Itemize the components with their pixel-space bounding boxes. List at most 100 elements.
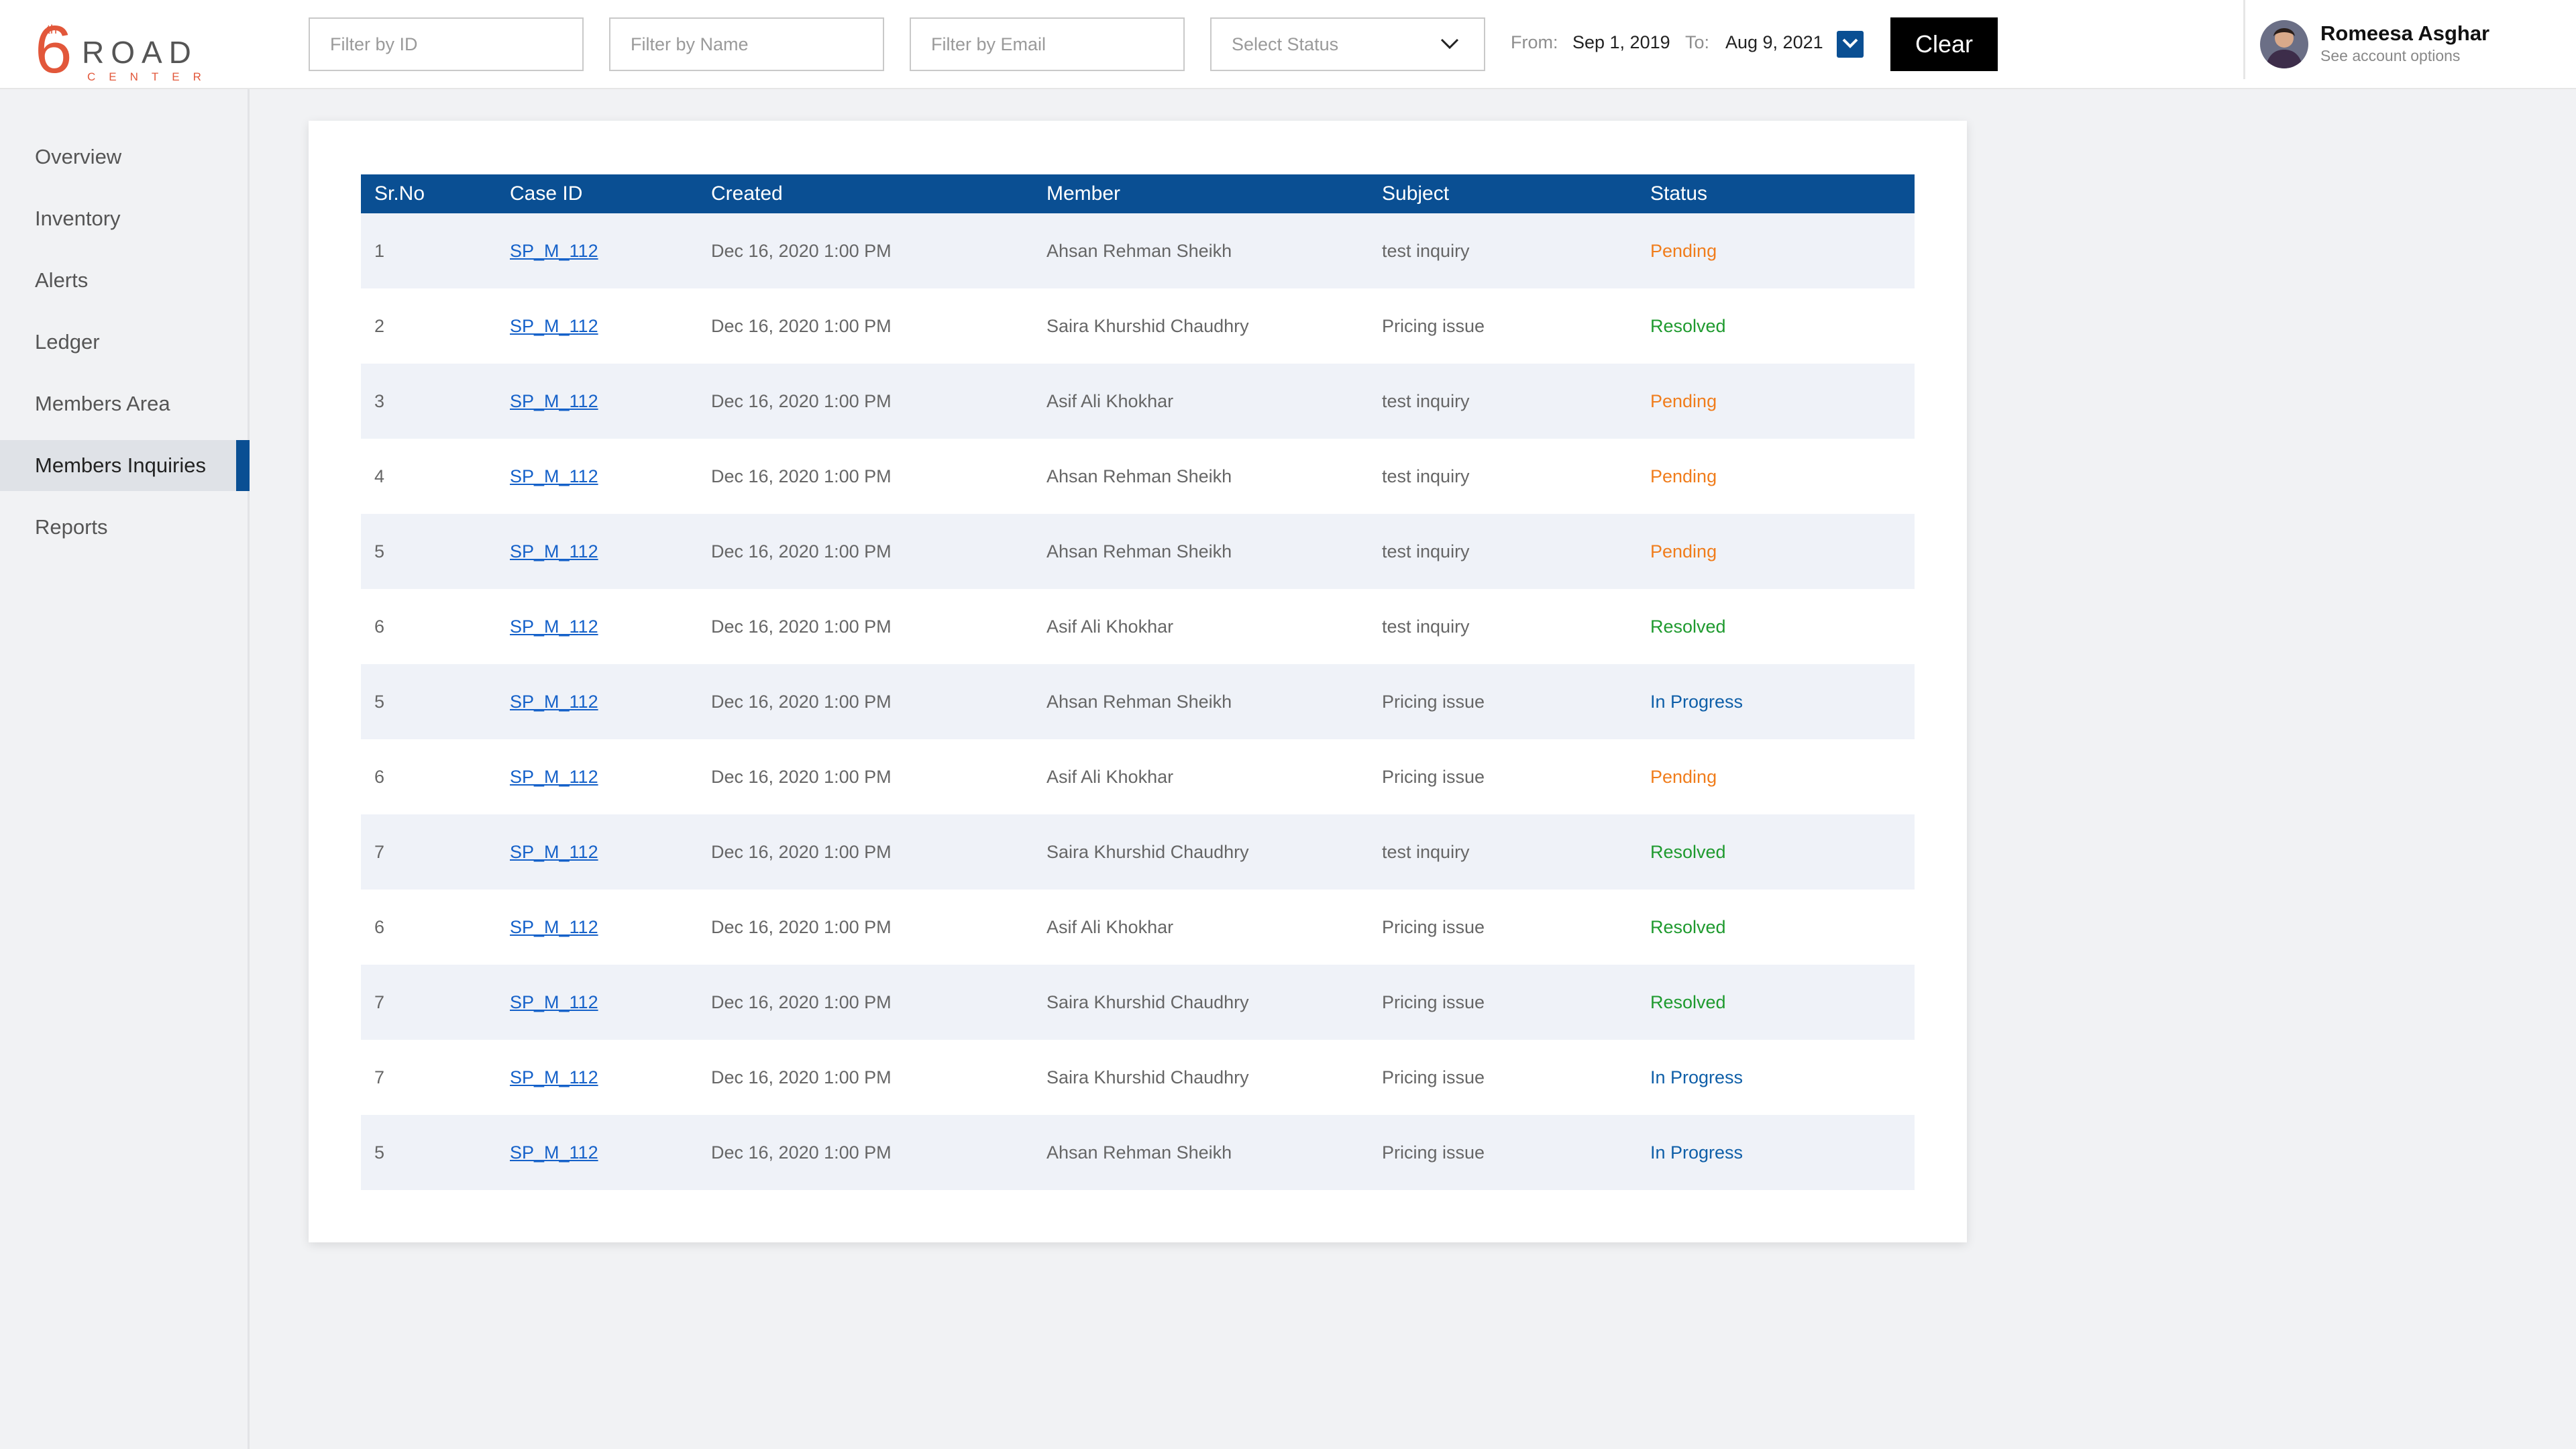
cell-status: Resolved bbox=[1650, 315, 1726, 336]
cell-case-id: SP_M_112 bbox=[496, 890, 698, 965]
table-row[interactable]: 5 SP_M_112 Dec 16, 2020 1:00 PM Ahsan Rehma… bbox=[361, 1115, 1915, 1190]
table-row[interactable]: 6 SP_M_112 Dec 16, 2020 1:00 PM Asif Ali Kh… bbox=[361, 890, 1915, 965]
cell-created: Dec 16, 2020 1:00 PM bbox=[711, 841, 892, 862]
column-header-subject: Subject bbox=[1382, 182, 1450, 205]
cell-status: Pending bbox=[1650, 466, 1717, 486]
cell-status: Resolved bbox=[1650, 616, 1726, 637]
case-id-link[interactable]: SP_M_112 bbox=[510, 916, 598, 937]
table-row[interactable]: 7 SP_M_112 Dec 16, 2020 1:00 PM Saira Khurs… bbox=[361, 965, 1915, 1040]
cell-subject: Pricing issue bbox=[1382, 315, 1485, 336]
from-date[interactable]: Sep 1, 2019 bbox=[1572, 32, 1670, 52]
chevron-down-icon bbox=[1841, 37, 1859, 52]
case-id-link[interactable]: SP_M_112 bbox=[510, 841, 598, 862]
cell-sr-no: 3 bbox=[374, 390, 385, 411]
filter-email-input[interactable] bbox=[910, 17, 1185, 71]
cell-subject: Pricing issue bbox=[1382, 991, 1485, 1012]
case-id-link[interactable]: SP_M_112 bbox=[510, 691, 598, 712]
cell-member: Asif Ali Khokhar bbox=[1046, 616, 1174, 637]
clear-button[interactable]: Clear bbox=[1890, 17, 1998, 71]
cell-subject: Pricing issue bbox=[1382, 1142, 1485, 1163]
case-id-link[interactable]: SP_M_112 bbox=[510, 240, 598, 261]
cell-case-id: SP_M_112 bbox=[496, 514, 698, 589]
cell-member: Ahsan Rehman Sheikh bbox=[1046, 541, 1232, 561]
account-options-link[interactable]: See account options bbox=[2320, 47, 2461, 64]
case-id-link[interactable]: SP_M_112 bbox=[510, 390, 598, 411]
cell-created: Dec 16, 2020 1:00 PM bbox=[711, 1142, 892, 1163]
cell-member: Asif Ali Khokhar bbox=[1046, 766, 1174, 787]
logo[interactable]: 6 th ROAD CENTER bbox=[0, 0, 250, 89]
cell-created: Dec 16, 2020 1:00 PM bbox=[711, 240, 892, 261]
cell-status: Pending bbox=[1650, 390, 1717, 411]
cell-case-id: SP_M_112 bbox=[496, 664, 698, 739]
sidebar-item-inventory[interactable]: Inventory bbox=[0, 193, 250, 244]
cell-member: Asif Ali Khokhar bbox=[1046, 916, 1174, 937]
cell-sr-no: 5 bbox=[374, 1142, 385, 1163]
sidebar-item-alerts[interactable]: Alerts bbox=[0, 255, 250, 306]
status-select-placeholder: Select Status bbox=[1232, 34, 1339, 54]
case-id-link[interactable]: SP_M_112 bbox=[510, 315, 598, 336]
cell-sr-no: 6 bbox=[374, 616, 385, 637]
cell-created: Dec 16, 2020 1:00 PM bbox=[711, 390, 892, 411]
cell-case-id: SP_M_112 bbox=[496, 288, 698, 364]
sidebar-item-label: Inventory bbox=[35, 207, 121, 230]
table-row[interactable]: 1 SP_M_112 Dec 16, 2020 1:00 PM Ahsan Rehma… bbox=[361, 213, 1915, 288]
table-row[interactable]: 3 SP_M_112 Dec 16, 2020 1:00 PM Asif Ali Kh… bbox=[361, 364, 1915, 439]
column-header-status: Status bbox=[1650, 182, 1708, 205]
cell-sr-no: 7 bbox=[374, 841, 385, 862]
logo-word: ROAD bbox=[82, 35, 198, 70]
case-id-link[interactable]: SP_M_112 bbox=[510, 541, 598, 561]
cell-member: Asif Ali Khokhar bbox=[1046, 390, 1174, 411]
cell-created: Dec 16, 2020 1:00 PM bbox=[711, 991, 892, 1012]
case-id-link[interactable]: SP_M_112 bbox=[510, 1067, 598, 1087]
inquiries-card: Sr.No Case ID Created Member Subject Sta… bbox=[309, 121, 1967, 1242]
chevron-down-icon bbox=[1440, 34, 1460, 55]
case-id-link[interactable]: SP_M_112 bbox=[510, 1142, 598, 1163]
table-row[interactable]: 6 SP_M_112 Dec 16, 2020 1:00 PM Asif Ali Kh… bbox=[361, 589, 1915, 664]
table-row[interactable]: 6 SP_M_112 Dec 16, 2020 1:00 PM Asif Ali Kh… bbox=[361, 739, 1915, 814]
cell-case-id: SP_M_112 bbox=[496, 364, 698, 439]
cell-sr-no: 6 bbox=[374, 916, 385, 937]
cell-member: Saira Khurshid Chaudhry bbox=[1046, 991, 1249, 1012]
sidebar-item-members-area[interactable]: Members Area bbox=[0, 378, 250, 429]
filter-name-input[interactable] bbox=[609, 17, 884, 71]
sidebar-item-label: Members Area bbox=[35, 392, 170, 415]
sidebar-item-label: Alerts bbox=[35, 268, 89, 292]
sidebar-item-reports[interactable]: Reports bbox=[0, 502, 250, 553]
table-row[interactable]: 5 SP_M_112 Dec 16, 2020 1:00 PM Ahsan Rehma… bbox=[361, 664, 1915, 739]
table-row[interactable]: 4 SP_M_112 Dec 16, 2020 1:00 PM Ahsan Rehma… bbox=[361, 439, 1915, 514]
sidebar-item-label: Reports bbox=[35, 515, 108, 539]
case-id-link[interactable]: SP_M_112 bbox=[510, 616, 598, 637]
cell-created: Dec 16, 2020 1:00 PM bbox=[711, 315, 892, 336]
to-label: To: bbox=[1685, 32, 1710, 52]
status-select[interactable]: Select Status bbox=[1210, 17, 1485, 71]
cell-case-id: SP_M_112 bbox=[496, 589, 698, 664]
case-id-link[interactable]: SP_M_112 bbox=[510, 991, 598, 1012]
filter-id-input[interactable] bbox=[309, 17, 584, 71]
date-range-dropdown-button[interactable] bbox=[1837, 31, 1864, 58]
sidebar-item-members-inquiries[interactable]: Members Inquiries bbox=[0, 440, 250, 491]
sidebar-item-ledger[interactable]: Ledger bbox=[0, 317, 250, 368]
cell-member: Ahsan Rehman Sheikh bbox=[1046, 240, 1232, 261]
cell-case-id: SP_M_112 bbox=[496, 1115, 698, 1190]
cell-subject: Pricing issue bbox=[1382, 691, 1485, 712]
cell-status: In Progress bbox=[1650, 1067, 1743, 1087]
case-id-link[interactable]: SP_M_112 bbox=[510, 466, 598, 486]
table-row[interactable]: 7 SP_M_112 Dec 16, 2020 1:00 PM Saira Khurs… bbox=[361, 814, 1915, 890]
sidebar-item-label: Ledger bbox=[35, 330, 100, 354]
table-row[interactable]: 5 SP_M_112 Dec 16, 2020 1:00 PM Ahsan Rehma… bbox=[361, 514, 1915, 589]
sidebar-item-overview[interactable]: Overview bbox=[0, 131, 250, 182]
cell-case-id: SP_M_112 bbox=[496, 965, 698, 1040]
sidebar-item-label: Members Inquiries bbox=[35, 453, 206, 477]
cell-status: Resolved bbox=[1650, 841, 1726, 862]
cell-case-id: SP_M_112 bbox=[496, 439, 698, 514]
account-menu[interactable]: Romeesa Asghar See account options bbox=[2243, 0, 2576, 79]
table-row[interactable]: 7 SP_M_112 Dec 16, 2020 1:00 PM Saira Khurs… bbox=[361, 1040, 1915, 1115]
cell-created: Dec 16, 2020 1:00 PM bbox=[711, 766, 892, 787]
to-date[interactable]: Aug 9, 2021 bbox=[1725, 32, 1823, 52]
sidebar-nav: Overview Inventory Alerts Ledger Members… bbox=[0, 131, 250, 564]
column-header-member: Member bbox=[1046, 182, 1121, 205]
table-row[interactable]: 2 SP_M_112 Dec 16, 2020 1:00 PM Saira Khurs… bbox=[361, 288, 1915, 364]
case-id-link[interactable]: SP_M_112 bbox=[510, 766, 598, 787]
cell-created: Dec 16, 2020 1:00 PM bbox=[711, 691, 892, 712]
cell-status: Pending bbox=[1650, 240, 1717, 261]
